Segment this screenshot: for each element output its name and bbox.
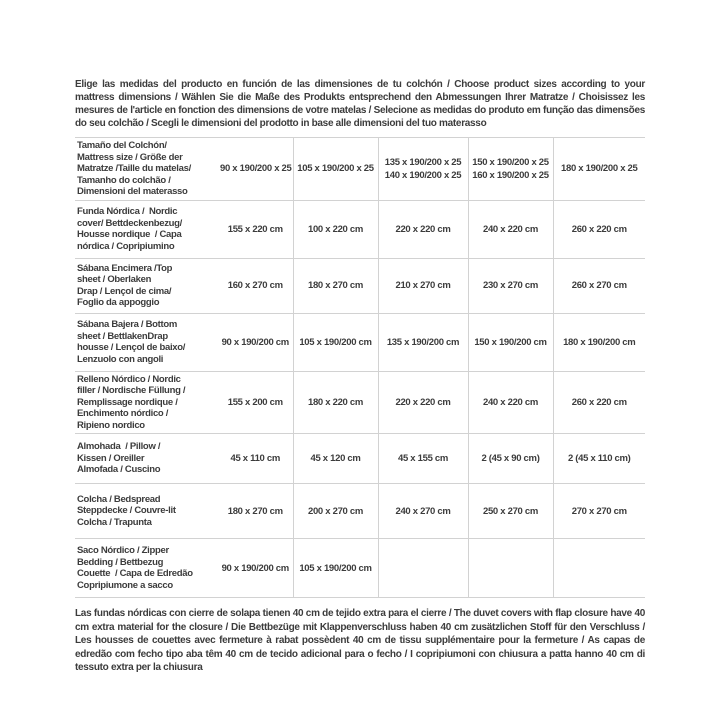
size-cell <box>377 538 468 598</box>
size-cell <box>552 538 645 598</box>
size-cell: 250 x 270 cm <box>467 483 553 539</box>
size-table: Tamaño del Colchón/ Mattress size / Größ… <box>75 137 645 598</box>
size-cell: 240 x 220 cm <box>467 370 553 434</box>
table-row-top-sheet: Sábana Encimera /Top sheet / Oberlaken D… <box>75 257 645 313</box>
size-cell: 2 (45 x 90 cm) <box>467 433 553 484</box>
size-cell: 100 x 220 cm <box>292 199 378 258</box>
size-cell: 180 x 270 cm <box>292 257 378 313</box>
size-cell: 45 x 155 cm <box>377 433 468 484</box>
size-column-header: 180 x 190/200 x 25 <box>552 137 645 200</box>
size-cell: 2 (45 x 110 cm) <box>552 433 645 484</box>
size-cell: 180 x 270 cm <box>218 483 293 539</box>
size-cell: 45 x 110 cm <box>218 433 293 484</box>
size-cell: 240 x 220 cm <box>467 199 553 258</box>
size-cell: 135 x 190/200 cm <box>377 312 468 371</box>
row-label: Saco Nórdico / Zipper Bedding / Bettbezu… <box>75 538 218 598</box>
size-cell: 260 x 270 cm <box>552 257 645 313</box>
table-row-bedspread: Colcha / Bedspread Steppdecke / Couvre-l… <box>75 483 645 539</box>
size-cell: 150 x 190/200 cm <box>467 312 553 371</box>
size-cell: 260 x 220 cm <box>552 199 645 258</box>
row-label: Sábana Encimera /Top sheet / Oberlaken D… <box>75 257 218 313</box>
size-cell: 105 x 190/200 cm <box>292 312 378 371</box>
size-cell: 155 x 200 cm <box>218 370 293 434</box>
size-cell <box>467 538 553 598</box>
size-cell: 180 x 220 cm <box>292 370 378 434</box>
size-cell: 200 x 270 cm <box>292 483 378 539</box>
size-cell: 160 x 270 cm <box>218 257 293 313</box>
size-cell: 105 x 190/200 cm <box>292 538 378 598</box>
table-row-pillow: Almohada / Pillow / Kissen / Oreiller Al… <box>75 433 645 484</box>
table-header-row: Tamaño del Colchón/ Mattress size / Größ… <box>75 137 645 200</box>
row-label: Relleno Nórdico / Nordic filler / Nordis… <box>75 370 218 434</box>
footnote-text: Las fundas nórdicas con cierre de solapa… <box>75 608 645 673</box>
intro-text: Elige las medidas del producto en funció… <box>75 79 645 129</box>
row-label: Sábana Bajera / Bottom sheet / Bettlaken… <box>75 312 218 371</box>
size-column-header: 90 x 190/200 x 25 <box>218 137 293 200</box>
size-column-header: 150 x 190/200 x 25 160 x 190/200 x 25 <box>467 137 553 200</box>
size-cell: 90 x 190/200 cm <box>218 538 293 598</box>
size-cell: 45 x 120 cm <box>292 433 378 484</box>
size-cell: 90 x 190/200 cm <box>218 312 293 371</box>
row-label-mattress-size: Tamaño del Colchón/ Mattress size / Größ… <box>75 137 218 200</box>
size-column-header: 135 x 190/200 x 25 140 x 190/200 x 25 <box>377 137 468 200</box>
size-column-header: 105 x 190/200 x 25 <box>292 137 378 200</box>
size-cell: 230 x 270 cm <box>467 257 553 313</box>
size-cell: 260 x 220 cm <box>552 370 645 434</box>
size-cell: 210 x 270 cm <box>377 257 468 313</box>
size-cell: 240 x 270 cm <box>377 483 468 539</box>
size-cell: 180 x 190/200 cm <box>552 312 645 371</box>
size-cell: 220 x 220 cm <box>377 199 468 258</box>
row-label: Almohada / Pillow / Kissen / Oreiller Al… <box>75 433 218 484</box>
size-cell: 270 x 270 cm <box>552 483 645 539</box>
table-row-bottom-sheet: Sábana Bajera / Bottom sheet / Bettlaken… <box>75 312 645 371</box>
table-row-nordic-filler: Relleno Nórdico / Nordic filler / Nordis… <box>75 370 645 434</box>
row-label: Colcha / Bedspread Steppdecke / Couvre-l… <box>75 483 218 539</box>
table-row-zipper-bedding: Saco Nórdico / Zipper Bedding / Bettbezu… <box>75 538 645 598</box>
row-label: Funda Nórdica / Nordic cover/ Bettdecken… <box>75 199 218 258</box>
table-row-duvet-cover: Funda Nórdica / Nordic cover/ Bettdecken… <box>75 199 645 258</box>
size-cell: 220 x 220 cm <box>377 370 468 434</box>
size-cell: 155 x 220 cm <box>218 199 293 258</box>
